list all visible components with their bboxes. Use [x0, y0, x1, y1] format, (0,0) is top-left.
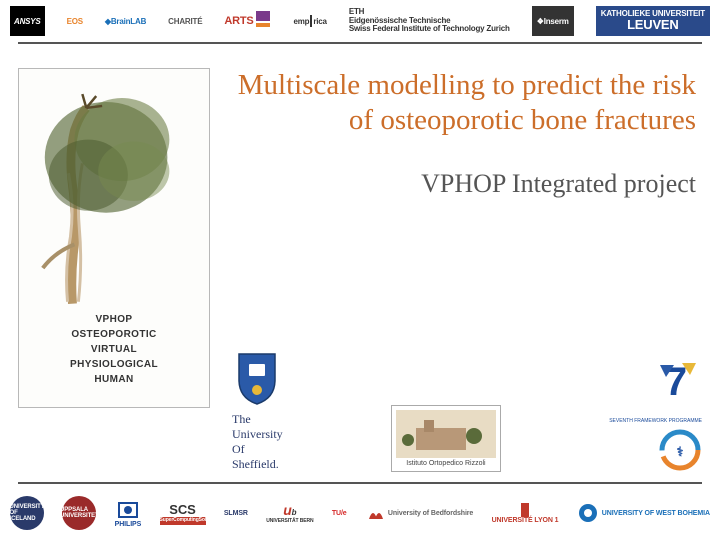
vphop-panel-text: VPHOP OSTEOPOROTIC VIRTUAL PHYSIOLOGICAL…	[19, 312, 209, 387]
logo-brainlab: ◆ BrainLAB	[105, 6, 146, 36]
logo-scs: SCS SuperComputingSolutions	[160, 495, 206, 531]
logo-eos: EOS	[67, 6, 83, 36]
vphop-line3: VIRTUAL	[19, 342, 209, 357]
logo-leuven: KATHOLIEKE UNIVERSITEITLEUVEN	[596, 6, 710, 36]
logo-iceland: UNIVERSITY OF ICELAND	[10, 495, 44, 531]
vphop-line2: OSTEOPOROTIC	[19, 327, 209, 342]
logo-uppsala: UPPSALA UNIVERSITET	[62, 495, 96, 531]
vphop-panel: VPHOP OSTEOPOROTIC VIRTUAL PHYSIOLOGICAL…	[18, 68, 210, 408]
logo-ansys: ANSYS	[10, 6, 45, 36]
partner-logo-row: The University Of Sheffield.	[228, 382, 702, 472]
svg-text:⚕: ⚕	[676, 444, 683, 459]
right-content: Multiscale modelling to predict the risk…	[210, 62, 702, 478]
logo-bedfordshire: University of Bedfordshire	[365, 495, 473, 531]
tree-bone-illustration	[25, 75, 203, 305]
logo-empirica: emprica	[294, 6, 327, 36]
logo-inserm: ❖ Inserm	[532, 6, 574, 36]
vphop-line1: VPHOP	[19, 312, 209, 327]
main-content: VPHOP OSTEOPOROTIC VIRTUAL PHYSIOLOGICAL…	[0, 52, 720, 482]
vphop-line4: PHYSIOLOGICAL	[19, 357, 209, 372]
logo-charite: CHARITÉ	[168, 6, 202, 36]
logo-philips: PHILIPS	[115, 495, 142, 531]
logo-sheffield: The University Of Sheffield.	[232, 350, 283, 472]
logo-lyon: UNIVERSITÉ LYON 1	[492, 495, 559, 531]
logo-rizzoli: Istituto Ortopedico Rizzoli	[391, 405, 501, 472]
logo-slms: SLMSR	[224, 495, 248, 531]
top-divider	[18, 42, 702, 44]
logo-bohemia: UNIVERSITY OF WEST BOHEMIA	[577, 495, 710, 531]
logo-fp7: 7 SEVENTH FRAMEWORK PROGRAMME ⚕	[609, 359, 702, 473]
rizzoli-image	[396, 410, 496, 458]
logo-tue: TU/e	[332, 495, 347, 531]
logo-arts: ARTS	[224, 6, 271, 36]
vphop-line5: HUMAN	[19, 372, 209, 387]
slide-title: Multiscale modelling to predict the risk…	[228, 68, 696, 139]
top-logo-strip: ANSYS EOS ◆ BrainLAB CHARITÉ ARTS empric…	[0, 0, 720, 42]
bottom-logo-strip: UNIVERSITY OF ICELAND UPPSALA UNIVERSITE…	[0, 486, 720, 540]
logo-ethz: ETHEidgenössische TechnischeSwiss Federa…	[349, 6, 510, 36]
slide-subtitle: VPHOP Integrated project	[228, 169, 696, 199]
bottom-divider	[18, 482, 702, 484]
logo-bern: ub UNIVERSITÄT BERN	[266, 495, 313, 531]
